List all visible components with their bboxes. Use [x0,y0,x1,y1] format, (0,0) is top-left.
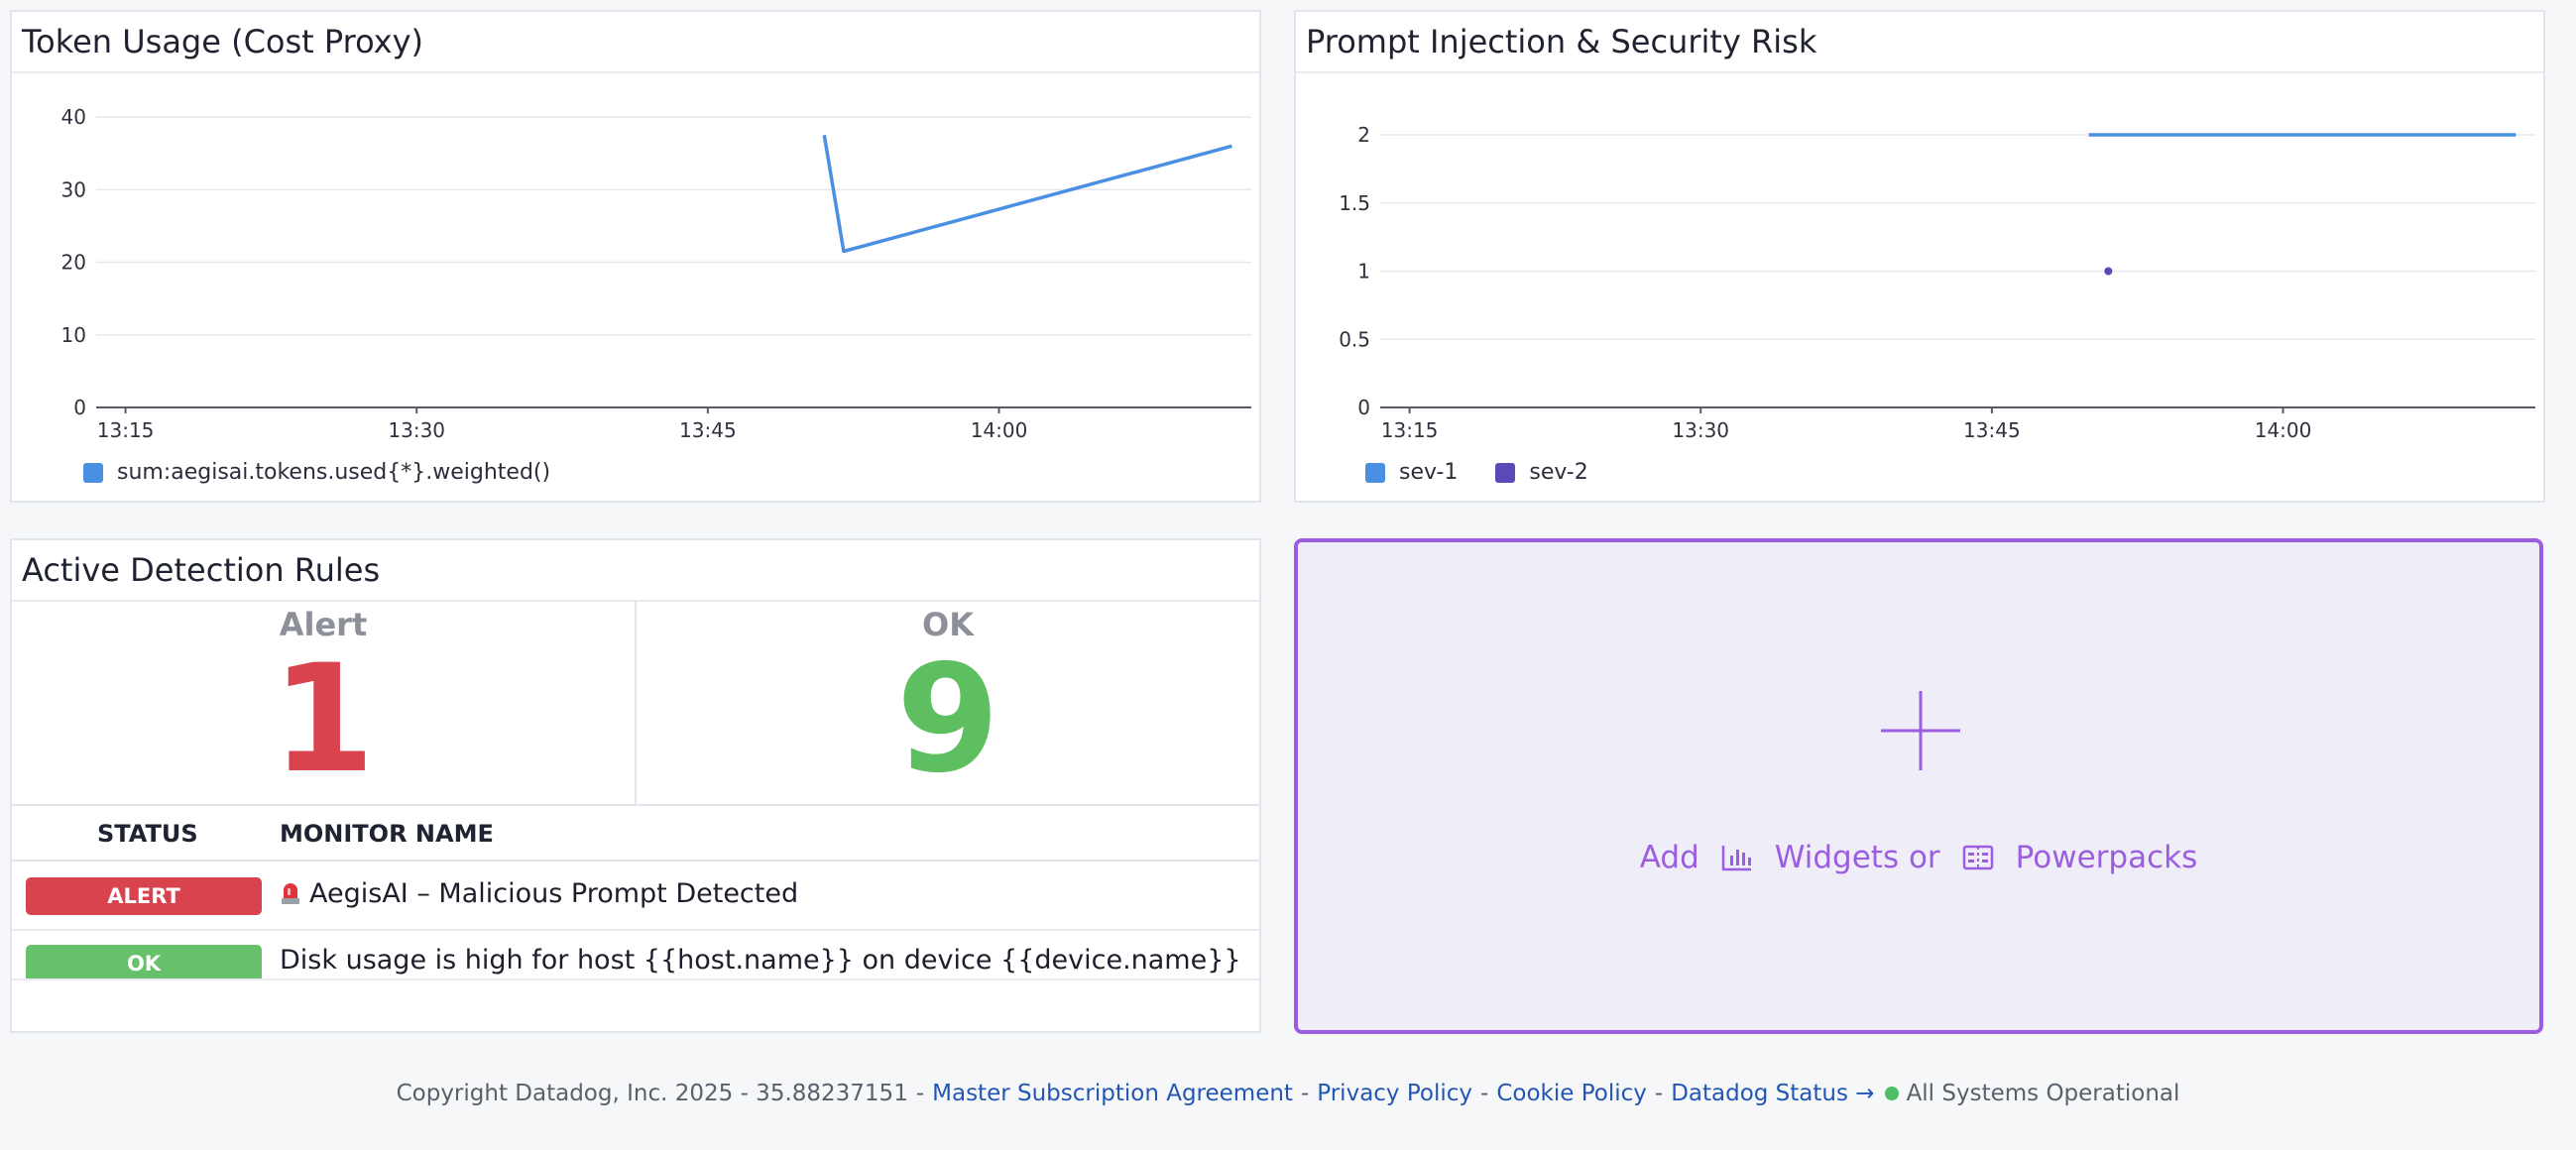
chart-legend: sev-1 sev-2 [1365,460,1626,485]
status-badge: OK [26,945,262,978]
system-status: All Systems Operational [1906,1081,2180,1106]
status-dot-icon [1884,1087,1899,1100]
powerpacks-link[interactable]: Powerpacks [2015,840,2198,875]
summary-alert-count: 1 [271,633,376,806]
widgets-link[interactable]: Widgets or [1774,840,1940,875]
x-tick-label: 13:30 [1672,418,1729,440]
monitor-name-text: AegisAI – Malicious Prompt Detected [309,878,799,909]
detection-rules-widget[interactable]: Active Detection Rules Alert 1 OK 9 STAT… [10,538,1261,1033]
monitor-summary: Alert 1 OK 9 [12,602,1259,806]
legend-swatch [83,462,103,483]
table-header: STATUS MONITOR NAME [12,806,1259,862]
x-tick-label: 14:00 [971,418,1028,440]
widget-title: Prompt Injection & Security Risk [1296,12,2543,73]
privacy-link[interactable]: Privacy Policy [1317,1081,1473,1106]
legend-label: sev-2 [1529,460,1588,485]
y-tick-label: 0.5 [1339,327,1370,351]
table-row[interactable]: ALERT AegisAI – Malicious Prompt Detecte… [12,862,1259,931]
x-tick-label: 13:45 [1963,418,2021,440]
summary-alert-label: Alert [279,606,368,643]
page-footer: Copyright Datadog, Inc. 2025 - 35.882371… [0,1081,2576,1106]
add-label: Add [1639,840,1699,875]
widget-title: Token Usage (Cost Proxy) [12,12,1259,73]
y-tick-label: 40 [61,105,86,129]
x-tick-label: 13:15 [97,418,155,440]
y-tick-label: 10 [61,323,86,347]
separator: - [1654,1081,1664,1106]
token-usage-widget[interactable]: Token Usage (Cost Proxy) 0 10 20 30 40 13:15 1… [10,10,1261,503]
legend-label: sum:aegisai.tokens.used{*}.weighted() [117,460,551,485]
copyright: Copyright Datadog, Inc. 2025 - 35.882371… [396,1081,908,1106]
summary-ok-label: OK [922,606,974,643]
column-monitor-name[interactable]: MONITOR NAME [280,820,494,848]
x-tick-label: 13:45 [679,418,737,440]
bar-chart-icon [1721,844,1753,871]
prompt-injection-widget[interactable]: Prompt Injection & Security Risk 0 0.5 1 1.… [1294,10,2545,503]
y-tick-label: 30 [61,177,86,201]
y-tick-label: 0 [1357,396,1370,419]
legend-label: sev-1 [1399,460,1459,485]
monitor-name[interactable]: Disk usage is high for host {{host.name}… [280,945,1241,976]
siren-icon [280,879,301,905]
series-point-sev-2 [2104,267,2113,276]
summary-ok-count: 9 [895,633,1000,806]
column-status[interactable]: STATUS [97,820,198,848]
widget-title: Active Detection Rules [12,540,1259,602]
plus-icon[interactable] [1881,691,1960,770]
separator: - [1480,1081,1489,1106]
x-tick-label: 13:15 [1381,418,1439,440]
summary-alert[interactable]: Alert 1 [12,602,635,804]
legend-item[interactable]: sum:aegisai.tokens.used{*}.weighted() [83,460,550,485]
y-tick-label: 2 [1357,123,1370,147]
x-tick-label: 13:30 [388,418,445,440]
legend-item-sev-2[interactable]: sev-2 [1495,460,1588,485]
y-tick-label: 0 [73,396,86,419]
x-tick-label: 14:00 [2255,418,2312,440]
add-widget-prompt: Add Widgets or Powerpacks [1298,840,2539,875]
separator: - [1300,1081,1310,1106]
token-usage-chart[interactable]: 0 10 20 30 40 13:15 13:30 13:45 14:00 [12,73,1259,440]
add-widget-area[interactable]: Add Widgets or Powerpacks [1294,538,2543,1034]
powerpack-icon [1962,845,1994,870]
prompt-injection-chart[interactable]: 0 0.5 1 1.5 2 13:15 13:30 13:45 14:00 [1296,73,2543,440]
cookie-link[interactable]: Cookie Policy [1496,1081,1647,1106]
status-badge: ALERT [26,877,262,915]
chart-legend: sum:aegisai.tokens.used{*}.weighted() [83,460,588,485]
msa-link[interactable]: Master Subscription Agreement [932,1081,1293,1106]
legend-swatch [1495,462,1516,483]
series-line-sum:aegisai.tokens.used{*}.weighted() [822,135,1232,254]
legend-item-sev-1[interactable]: sev-1 [1365,460,1458,485]
table-row[interactable]: OK Disk usage is high for host {{host.na… [12,931,1259,980]
y-tick-label: 20 [61,251,86,275]
separator: - [915,1081,925,1106]
summary-ok[interactable]: OK 9 [635,602,1259,804]
legend-swatch [1365,462,1385,483]
y-tick-label: 1.5 [1339,191,1370,215]
y-tick-label: 1 [1357,260,1370,284]
status-link[interactable]: Datadog Status → [1671,1081,1875,1106]
monitor-name[interactable]: AegisAI – Malicious Prompt Detected [280,878,798,909]
